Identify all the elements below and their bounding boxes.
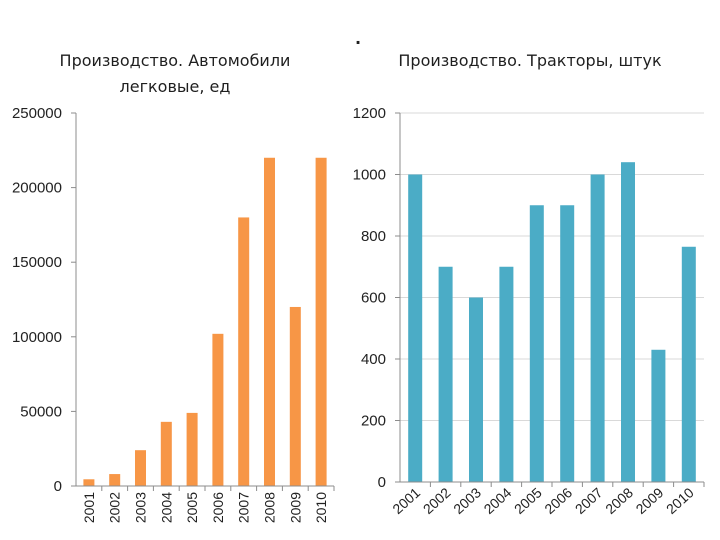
chart-cars-y-tick-label: 0 bbox=[54, 478, 62, 495]
chart-cars-bar-2001 bbox=[83, 479, 95, 486]
chart-tractors-x-tick-label: 2010 bbox=[663, 484, 697, 517]
chart-cars-y-tick-label: 150000 bbox=[12, 254, 62, 271]
chart-tractors-x-tick-label: 2007 bbox=[572, 484, 606, 517]
chart-tractors-bar-2010 bbox=[681, 246, 696, 482]
chart-cars-x-tick-label: 2005 bbox=[184, 492, 200, 523]
chart-cars-bar-2009 bbox=[289, 306, 301, 486]
chart-tractors-y-tick-label: 1000 bbox=[353, 167, 386, 184]
chart-cars-bar-2002 bbox=[109, 474, 121, 486]
chart-tractors-x-tick-label: 2009 bbox=[633, 484, 667, 517]
chart-tractors-bar-2006 bbox=[560, 205, 575, 482]
chart-tractors-y-tick-label: 800 bbox=[361, 228, 386, 245]
chart-cars-x-tick-label: 2001 bbox=[81, 492, 97, 523]
chart-cars-x-tick-label: 2004 bbox=[158, 492, 174, 523]
chart-cars-x-tick-label: 2006 bbox=[210, 492, 226, 523]
chart-tractors-bar-2003 bbox=[469, 297, 483, 482]
chart-tractors-bar-2007 bbox=[590, 174, 605, 482]
chart-cars-y-tick-label: 50000 bbox=[20, 403, 62, 420]
chart-cars-x-tick-label: 2009 bbox=[287, 492, 303, 523]
chart-tractors-x-tick-label: 2008 bbox=[602, 484, 636, 517]
chart-cars-bar-2003 bbox=[135, 450, 146, 486]
chart-cars: Производство. Автомобили легковые, ед 0 5… bbox=[12, 51, 335, 523]
chart-tractors-x-tick-label: 2001 bbox=[389, 484, 423, 517]
chart-cars-x-tick-label: 2008 bbox=[262, 492, 278, 523]
chart-cars-bar-2006 bbox=[212, 333, 224, 486]
chart-tractors-x-tick-label: 2003 bbox=[450, 484, 484, 517]
chart-tractors-y-tick-label: 0 bbox=[378, 474, 386, 491]
chart-tractors-x-tick-label: 2006 bbox=[541, 484, 575, 517]
chart-cars-bar-2004 bbox=[160, 421, 172, 486]
chart-tractors-y-tick-label: 400 bbox=[361, 351, 386, 368]
chart-cars-bar-2010 bbox=[315, 157, 327, 486]
chart-cars-y-tick-label: 250000 bbox=[12, 105, 62, 122]
chart-cars-x-tick-label: 2010 bbox=[313, 492, 329, 523]
chart-tractors-x-tick-label: 2005 bbox=[511, 484, 545, 517]
chart-tractors-bar-2009 bbox=[651, 349, 666, 482]
chart-cars-x-tick-label: 2007 bbox=[236, 492, 252, 523]
chart-cars-bar-2007 bbox=[238, 217, 250, 486]
chart-tractors-x-tick-label: 2002 bbox=[420, 484, 454, 517]
chart-cars-title-line-2: легковые, ед bbox=[120, 77, 231, 96]
chart-cars-bar-2008 bbox=[264, 157, 275, 486]
chart-cars-y-tick-label: 200000 bbox=[12, 180, 62, 197]
chart-tractors-bar-2002 bbox=[438, 266, 453, 482]
chart-tractors-y-tick-label: 600 bbox=[361, 290, 386, 307]
chart-tractors-y-tick-label: 200 bbox=[361, 413, 386, 430]
chart-tractors-x-tick-label: 2004 bbox=[481, 484, 515, 517]
separator-dot: . bbox=[355, 29, 361, 48]
chart-tractors-bar-2008 bbox=[621, 162, 635, 482]
chart-cars-x-tick-label: 2003 bbox=[133, 492, 149, 523]
chart-cars-x-tick-label: 2002 bbox=[107, 492, 123, 523]
chart-tractors-bar-2001 bbox=[408, 174, 423, 482]
chart-cars-y-tick-label: 100000 bbox=[12, 329, 62, 346]
chart-tractors-y-tick-label: 1200 bbox=[353, 105, 386, 122]
chart-tractors: Производство. Тракторы, штук 0 200 400 600 8… bbox=[353, 51, 705, 517]
chart-cars-title-line-1: Производство. Автомобили bbox=[60, 51, 291, 70]
chart-tractors-bar-2005 bbox=[529, 205, 544, 482]
chart-tractors-bar-2004 bbox=[499, 266, 514, 482]
chart-tractors-title: Производство. Тракторы, штук bbox=[398, 51, 662, 70]
chart-cars-bar-2005 bbox=[186, 412, 198, 486]
